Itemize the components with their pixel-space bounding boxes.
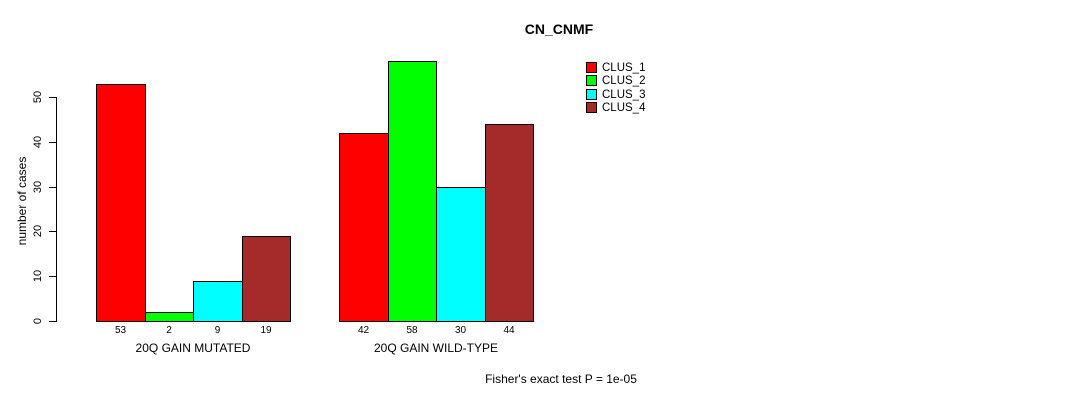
bar-clus_4	[485, 124, 534, 322]
bar-clus_1	[339, 133, 389, 322]
y-axis-label: number of cases	[15, 156, 29, 246]
bar-value-label: 53	[114, 325, 127, 336]
bar-value-label: 19	[260, 325, 272, 336]
y-axis-line	[56, 97, 57, 322]
legend-label: CLUS_1	[602, 62, 646, 74]
bar-value-label: 30	[454, 325, 467, 336]
legend-swatch-clus_1	[586, 62, 597, 73]
bar-clus_2	[145, 312, 194, 322]
bar-value-label: 2	[166, 325, 172, 336]
y-tick-label: 30	[32, 180, 44, 194]
bar-clus_4	[242, 236, 291, 322]
bar-value-label: 9	[214, 325, 221, 336]
y-tick-mark	[49, 187, 56, 188]
bar-value-label: 42	[357, 325, 370, 336]
bar-value-label: 58	[406, 325, 418, 336]
chart-title: CN_CNMF	[524, 21, 594, 37]
bar-clus_3	[436, 187, 486, 322]
y-tick-mark	[49, 142, 56, 143]
legend-swatch-clus_3	[586, 89, 597, 100]
statistical-test-note: Fisher's exact test P = 1e-05	[485, 372, 637, 386]
bar-value-label: 44	[503, 325, 515, 336]
y-tick-mark	[49, 231, 56, 232]
y-tick-label: 20	[32, 224, 44, 238]
legend-label: CLUS_4	[602, 102, 646, 114]
y-tick-label: 40	[32, 135, 44, 149]
y-tick-label: 50	[32, 90, 44, 104]
y-tick-mark	[49, 321, 56, 322]
y-tick-mark	[49, 276, 56, 277]
group-label: 20Q GAIN MUTATED	[135, 341, 251, 355]
bar-clus_2	[388, 61, 437, 322]
group-label: 20Q GAIN WILD-TYPE	[373, 341, 499, 355]
y-tick-label: 0	[32, 317, 44, 325]
bar-clus_1	[96, 84, 146, 322]
legend-swatch-clus_2	[586, 75, 597, 86]
y-tick-mark	[49, 97, 56, 98]
bar-clus_3	[193, 281, 243, 322]
y-tick-label: 10	[32, 269, 44, 283]
legend-label: CLUS_3	[602, 89, 646, 101]
legend-label: CLUS_2	[602, 75, 646, 87]
legend-swatch-clus_4	[586, 102, 597, 113]
